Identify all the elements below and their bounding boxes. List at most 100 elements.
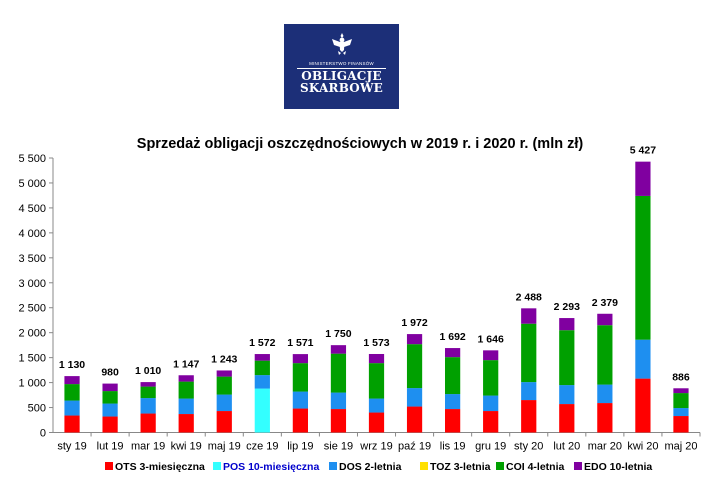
bar-segment-coi bbox=[521, 323, 537, 383]
x-tick-label: mar 20 bbox=[588, 441, 622, 453]
bar-segment-dos bbox=[521, 382, 537, 401]
bar-segment-dos bbox=[559, 385, 575, 405]
bar-segment-edo bbox=[102, 383, 118, 392]
bar-segment-ots bbox=[178, 414, 194, 433]
bar-segment-edo bbox=[368, 353, 385, 364]
y-tick-label: 1 500 bbox=[18, 353, 46, 365]
bar-segment-ots bbox=[483, 411, 499, 433]
legend-swatch-toz bbox=[420, 462, 428, 470]
bar-segment-edo bbox=[445, 348, 461, 358]
bar-segment-dos bbox=[483, 395, 499, 412]
bar-segment-dos bbox=[102, 403, 118, 417]
y-tick-label: 5 500 bbox=[18, 153, 46, 165]
logo-ministry-text: MINISTERSTWO FINANSÓW bbox=[309, 61, 374, 66]
chart-title: Sprzedaż obligacji oszczędnościowych w 2… bbox=[137, 136, 584, 152]
bar-segment-coi bbox=[216, 376, 232, 395]
x-tick-label: lip 19 bbox=[287, 441, 313, 453]
bar-total-label: 1 571 bbox=[287, 337, 313, 349]
bar-segment-dos bbox=[597, 384, 613, 404]
bar-total-label: 2 379 bbox=[592, 297, 618, 309]
y-tick-label: 2 500 bbox=[18, 303, 46, 315]
bar-segment-ots bbox=[102, 416, 118, 433]
legend-label-dos: DOS 2-letnia bbox=[339, 461, 402, 473]
bar-total-label: 1 573 bbox=[363, 337, 389, 349]
bar-segment-edo bbox=[64, 376, 80, 385]
legend-swatch-ots bbox=[105, 462, 113, 470]
bar-segment-coi bbox=[292, 363, 308, 392]
legend-swatch-pos bbox=[213, 462, 221, 470]
y-tick-label: 3 000 bbox=[18, 278, 46, 290]
bar-total-label: 1 572 bbox=[249, 337, 275, 349]
bar-segment-dos bbox=[254, 375, 270, 389]
bar-segment-coi bbox=[635, 195, 651, 340]
bar-segment-edo bbox=[559, 318, 575, 331]
bar-segment-coi bbox=[445, 357, 461, 395]
bar-segment-coi bbox=[330, 353, 347, 393]
bar-total-label: 2 488 bbox=[516, 291, 542, 303]
bar-segment-coi bbox=[254, 360, 270, 376]
x-tick-label: maj 19 bbox=[208, 441, 241, 453]
bar-segment-ots bbox=[140, 413, 156, 433]
y-tick-label: 5 000 bbox=[18, 178, 46, 190]
bar-segment-ots bbox=[330, 409, 347, 433]
legend-label-edo: EDO 10-letnia bbox=[584, 461, 652, 473]
bar-segment-ots bbox=[673, 416, 689, 433]
bar-total-label: 1 972 bbox=[401, 317, 427, 329]
bar-segment-coi bbox=[406, 344, 423, 389]
x-tick-label: sie 19 bbox=[324, 441, 353, 453]
x-tick-label: lut 19 bbox=[97, 441, 124, 453]
bar-segment-edo bbox=[330, 345, 347, 354]
bar-segment-dos bbox=[64, 400, 80, 416]
bar-segment-dos bbox=[140, 398, 156, 414]
x-tick-label: gru 19 bbox=[475, 441, 506, 453]
legend-swatch-coi bbox=[496, 462, 504, 470]
bar-segment-ots bbox=[521, 400, 537, 433]
bar-segment-dos bbox=[406, 388, 423, 407]
bar-segment-dos bbox=[673, 408, 689, 417]
bar-total-label: 1 130 bbox=[59, 359, 85, 371]
logo-line1: OBLIGACJE bbox=[297, 68, 386, 82]
bar-segment-edo bbox=[216, 370, 232, 377]
x-labels: sty 19 lut 19 mar 19 kwi 19 maj 19 cze 19 lip … bbox=[57, 432, 701, 453]
x-tick-label: cze 19 bbox=[246, 441, 278, 453]
bar-segment-ots bbox=[635, 378, 651, 433]
legend-swatch-edo bbox=[574, 462, 582, 470]
x-tick-label: kwi 19 bbox=[171, 441, 202, 453]
bar-total-label: 886 bbox=[672, 371, 690, 383]
x-tick-label: kwi 20 bbox=[627, 441, 658, 453]
bar-segment-dos bbox=[445, 394, 461, 410]
x-tick-label: lis 19 bbox=[440, 441, 466, 453]
bar-segment-edo bbox=[521, 308, 537, 324]
bar-segment-ots bbox=[406, 406, 423, 433]
bars bbox=[64, 161, 689, 433]
bar-total-label: 5 427 bbox=[630, 145, 656, 157]
logo: MINISTERSTWO FINANSÓW OBLIGACJE SKARBOWE bbox=[284, 24, 399, 109]
bar-segment-dos bbox=[216, 394, 232, 412]
bar-total-label: 980 bbox=[101, 367, 119, 379]
legend-swatch-dos bbox=[329, 462, 337, 470]
bar-total-label: 1 010 bbox=[135, 365, 161, 377]
bar-total-label: 1 243 bbox=[211, 353, 237, 365]
y-tick-label: 500 bbox=[28, 403, 46, 415]
bar-segment-coi bbox=[140, 386, 156, 399]
eagle-emblem-icon bbox=[332, 33, 352, 55]
legend: OTS 3-miesięczna POS 10-miesięczna DOS 2-l… bbox=[105, 461, 652, 473]
bar-segment-edo bbox=[292, 354, 308, 364]
logo-line2: SKARBOWE bbox=[300, 81, 383, 95]
x-tick-label: lut 20 bbox=[553, 441, 580, 453]
y-ticks: 0 500 1 000 1 500 2 000 2 500 3 000 3 500 4 000 4… bbox=[18, 153, 53, 440]
bar-segment-coi bbox=[483, 360, 499, 396]
bar-segment-coi bbox=[102, 391, 118, 404]
y-tick-label: 4 500 bbox=[18, 203, 46, 215]
bar-segment-coi bbox=[368, 363, 385, 399]
bar-total-label: 1 147 bbox=[173, 358, 199, 370]
bar-total-label: 1 750 bbox=[325, 328, 351, 340]
legend-label-pos: POS 10-miesięczna bbox=[223, 461, 319, 473]
y-tick-label: 1 000 bbox=[18, 378, 46, 390]
bar-segment-edo bbox=[635, 161, 651, 196]
legend-label-toz: TOZ 3-letnia bbox=[430, 461, 491, 473]
x-tick-label: sty 19 bbox=[57, 441, 86, 453]
y-tick-label: 4 000 bbox=[18, 228, 46, 240]
bar-segment-ots bbox=[64, 415, 80, 433]
